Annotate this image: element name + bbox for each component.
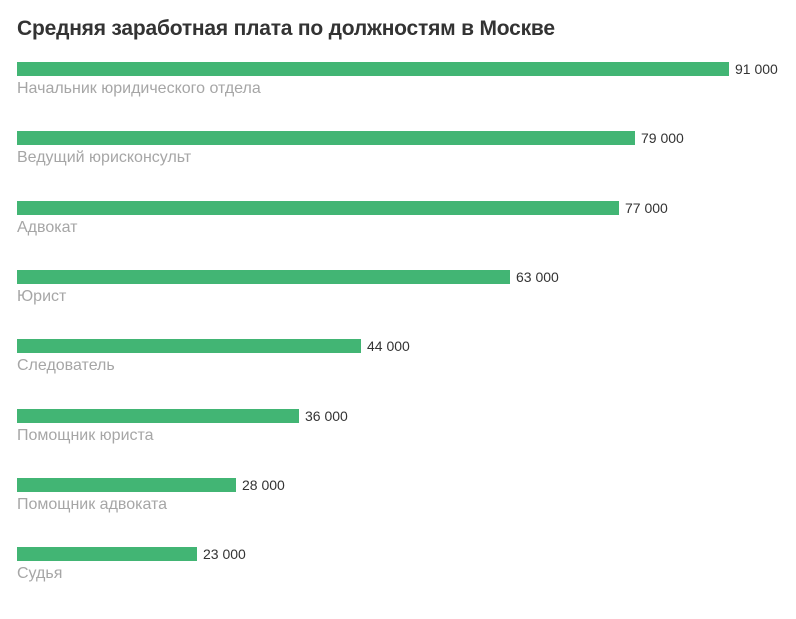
bar-row: 79 000 Ведущий юрисконсульт [17, 130, 796, 181]
bar [17, 409, 299, 423]
bar-value-label: 28 000 [242, 477, 285, 493]
category-label: Юрист [17, 288, 67, 305]
category-label: Начальник юридического отдела [17, 80, 261, 97]
bar-value-label: 63 000 [516, 269, 559, 285]
bar-value-label: 44 000 [367, 338, 410, 354]
category-label: Помощник адвоката [17, 496, 168, 513]
bar [17, 339, 361, 353]
bar-row: 23 000 Судья [17, 546, 796, 597]
bar-value-label: 36 000 [305, 408, 348, 424]
bar-value-label: 79 000 [641, 130, 684, 146]
bar-row: 28 000 Помощник адвоката [17, 477, 796, 528]
bar-value-label: 77 000 [625, 200, 668, 216]
category-label: Ведущий юрисконсульт [17, 149, 192, 166]
bar [17, 131, 635, 145]
chart-title: Средняя заработная плата по должностям в… [17, 17, 555, 40]
category-label: Судья [17, 565, 63, 582]
bar [17, 270, 510, 284]
bar-value-label: 91 000 [735, 61, 778, 77]
bar [17, 201, 619, 215]
category-label: Следователь [17, 357, 115, 374]
bar-row: 77 000 Адвокат [17, 200, 796, 251]
bar-value-label: 23 000 [203, 546, 246, 562]
category-label: Помощник юриста [17, 427, 154, 444]
bar-row: 63 000 Юрист [17, 269, 796, 320]
bar-row: 91 000 Начальник юридического отдела [17, 61, 796, 112]
bar-row: 44 000 Следователь [17, 338, 796, 389]
bar-row: 36 000 Помощник юриста [17, 408, 796, 459]
bar [17, 547, 197, 561]
bar [17, 478, 236, 492]
category-label: Адвокат [17, 219, 78, 236]
bar [17, 62, 729, 76]
